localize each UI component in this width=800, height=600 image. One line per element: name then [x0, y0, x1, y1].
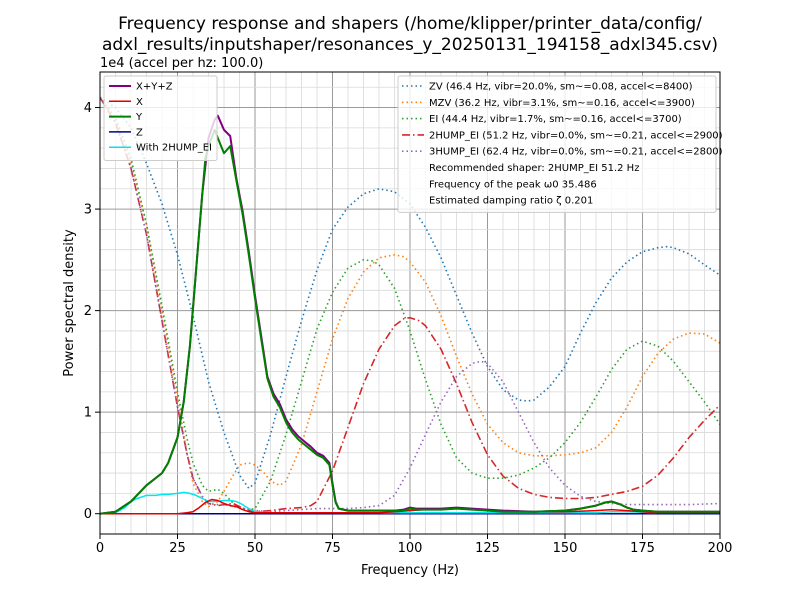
shaper-line-mzv — [100, 96, 720, 508]
shaper-line-ei — [100, 96, 720, 511]
x-tick-label: 75 — [324, 541, 341, 556]
axis-ticks: 0 25 50 75 100 125 150 175 200 0 1 2 3 4 — [84, 101, 733, 556]
legend-label-z: Z — [136, 127, 143, 138]
legend-left: X+Y+Z XYZ With 2HUMP_EI — [103, 75, 218, 161]
legend-label-x-y-z: X+Y+Z — [136, 82, 173, 93]
x-tick-label: 50 — [247, 541, 264, 556]
chart-title-line-2: adxl_results/inputshaper/resonances_y_20… — [102, 35, 718, 55]
y-tick-label: 4 — [84, 101, 92, 116]
x-tick-label: 125 — [475, 541, 500, 556]
psd-line-y — [100, 128, 720, 515]
x-tick-label: 100 — [398, 541, 423, 556]
legend-note-1: Recommended shaper: 2HUMP_EI 51.2 Hz — [429, 163, 639, 174]
y-offset-label: 1e4 (accel per hz: 100.0) — [100, 56, 263, 71]
y-tick-label: 2 — [84, 304, 92, 319]
psd-line-with — [100, 491, 720, 515]
psd-line-x — [100, 498, 720, 515]
legend-label-mzv: MZV (36.2 Hz, vibr=3.1%, sm~=0.16, accel… — [429, 98, 695, 109]
series-layer — [100, 96, 720, 515]
x-tick-label: 25 — [169, 541, 186, 556]
legend-label-ei: EI (44.4 Hz, vibr=1.7%, sm~=0.16, accel<… — [429, 114, 682, 125]
x-axis-label: Frequency (Hz) — [361, 563, 459, 578]
y-tick-label: 1 — [84, 406, 92, 421]
chart-title-line-1: Frequency response and shapers (/home/kl… — [118, 14, 702, 34]
legend-note-2: Frequency of the peak ω0 35.486 — [429, 179, 597, 190]
legend-label-with-2hump-ei: With 2HUMP_EI — [136, 143, 212, 154]
y-tick-label: 0 — [84, 507, 92, 522]
y-tick-label: 3 — [84, 203, 92, 218]
legend-right-box — [397, 75, 717, 213]
y-axis-label: Power spectral density — [62, 229, 77, 377]
legend-label-3hump-ei: 3HUMP_EI (62.4 Hz, vibr=0.0%, sm~=0.21, … — [429, 147, 723, 158]
legend-label-2hump-ei: 2HUMP_EI (51.2 Hz, vibr=0.0%, sm~=0.21, … — [429, 130, 723, 141]
x-tick-label: 175 — [630, 541, 655, 556]
shaper-line-3hump-ei — [100, 96, 720, 513]
legend-right: ZV (46.4 Hz, vibr=20.0%, sm~=0.08, accel… — [397, 75, 723, 213]
legend-left-box — [103, 75, 218, 161]
x-tick-label: 200 — [708, 541, 733, 556]
legend-label-x: X — [136, 97, 143, 108]
legend-label-y: Y — [135, 112, 143, 123]
legend-label-zv: ZV (46.4 Hz, vibr=20.0%, sm~=0.08, accel… — [429, 82, 693, 93]
legend-note-3: Estimated damping ratio ζ 0.201 — [429, 196, 593, 207]
x-tick-label: 0 — [96, 541, 104, 556]
x-tick-label: 150 — [553, 541, 578, 556]
